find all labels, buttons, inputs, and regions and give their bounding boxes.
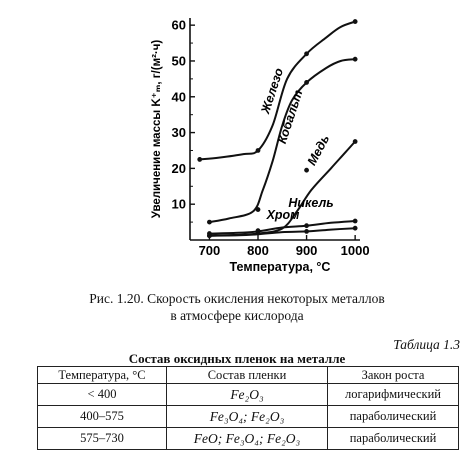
- header-temperature: Температура, °C: [37, 366, 167, 384]
- data-point: [304, 51, 309, 57]
- data-point: [207, 219, 212, 225]
- y-tick-label: 60: [172, 18, 186, 33]
- y-tick-label: 30: [172, 125, 186, 140]
- cell-temperature: < 400: [37, 383, 167, 406]
- table-label: Таблица 1.3: [393, 337, 460, 352]
- chart-ticks: 10 20 30 40 50 60 700 800 900 1000: [172, 18, 370, 258]
- chart-series: [197, 19, 358, 239]
- series-label: Никель: [288, 196, 333, 210]
- data-point: [304, 167, 309, 173]
- cell-film-composition: Fe₂O₃: [166, 383, 328, 406]
- data-point: [255, 228, 261, 234]
- x-tick-label: 1000: [341, 243, 370, 258]
- data-point: [352, 139, 358, 144]
- data-point: [255, 148, 261, 153]
- series-line-1: [209, 58, 356, 224]
- y-tick-label: 10: [172, 197, 186, 212]
- data-point: [304, 229, 309, 234]
- header-film-composition: Состав пленки: [166, 366, 328, 384]
- data-point: [255, 207, 261, 212]
- series-label: Кобальт: [275, 88, 306, 145]
- x-tick-label: 800: [247, 243, 269, 258]
- y-tick-label: 50: [172, 53, 186, 68]
- series-label: Хром: [266, 208, 300, 222]
- y-tick-label: 40: [172, 89, 186, 104]
- x-tick-label: 700: [199, 243, 221, 258]
- data-point: [352, 19, 358, 24]
- data-point: [304, 223, 309, 229]
- data-point: [304, 80, 309, 85]
- data-point: [352, 56, 358, 62]
- table-header-row: Температура, °C Состав пленки Закон рост…: [37, 366, 459, 384]
- data-point: [207, 233, 212, 239]
- figure-caption-line2: в атмосфере кислорода: [170, 308, 304, 323]
- cell-film-composition: Fe₃O₄; Fe₂O₃: [166, 405, 328, 428]
- data-point: [352, 225, 358, 231]
- cell-temperature: 400–575: [37, 405, 167, 428]
- y-tick-label: 20: [172, 161, 186, 176]
- header-growth-law: Закон роста: [327, 366, 459, 384]
- table-row: 400–575 Fe₃O₄; Fe₂O₃ параболический: [37, 405, 459, 428]
- y-axis-label: Увеличение массы K⁺ₘ, г/(м²·ч): [151, 40, 163, 219]
- x-axis-label: Температура, °C: [230, 260, 331, 274]
- series-line-3: [209, 220, 356, 235]
- cell-film-composition: FeO; Fe₃O₄; Fe₂O₃: [166, 427, 328, 450]
- figure-caption-line1: Рис. 1.20. Скорость окисления некоторых …: [89, 291, 385, 306]
- table-row: < 400 Fe₂O₃ логарифмический: [37, 383, 459, 406]
- cell-growth-law: параболический: [327, 405, 459, 428]
- cell-growth-law: логарифмический: [327, 383, 459, 406]
- series-line-4: [209, 227, 356, 237]
- series-line-0: [199, 20, 356, 161]
- table-title: Состав оксидных пленок на металле: [128, 351, 346, 366]
- oxide-films-table: Температура, °C Состав пленки Закон рост…: [37, 366, 459, 450]
- oxidation-rate-chart: 10 20 30 40 50 60 700 800 900 1000 Температура, °…: [151, 18, 370, 274]
- data-point: [352, 218, 358, 224]
- cell-growth-law: параболический: [327, 427, 459, 450]
- x-tick-label: 900: [296, 243, 318, 258]
- cell-temperature: 575–730: [37, 427, 167, 450]
- data-point: [197, 157, 203, 162]
- chart-axes: [189, 18, 360, 241]
- table-row: 575–730 FeO; Fe₃O₄; Fe₂O₃ параболический: [37, 427, 459, 450]
- series-label: Медь: [305, 132, 333, 167]
